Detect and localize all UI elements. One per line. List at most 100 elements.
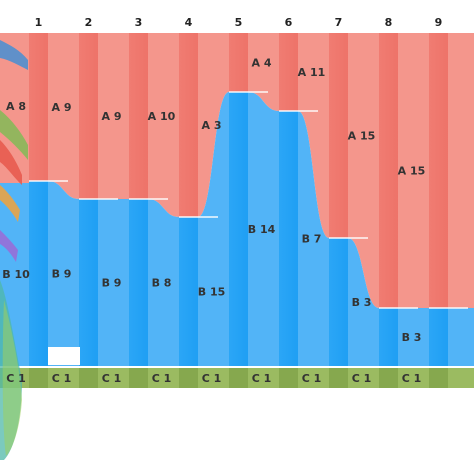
flow-a-7 bbox=[348, 33, 379, 308]
flow-c-2 bbox=[98, 368, 129, 388]
node-a-5 bbox=[229, 33, 248, 92]
flow-b-1 bbox=[48, 181, 79, 366]
flow-a-8 bbox=[398, 33, 429, 308]
segment-label-b: B 14 bbox=[248, 223, 276, 236]
category-label: 4 bbox=[185, 16, 193, 29]
flow-b-2 bbox=[98, 199, 129, 366]
gap-block bbox=[48, 347, 80, 365]
node-c-2 bbox=[79, 368, 98, 388]
category-label: 7 bbox=[335, 16, 343, 29]
segment-label-a: A 15 bbox=[348, 130, 376, 143]
node-b-4 bbox=[179, 217, 198, 366]
flow-c-8 bbox=[398, 368, 429, 388]
segment-label-b: B 9 bbox=[52, 268, 72, 281]
flow-c-7 bbox=[348, 368, 379, 388]
segment-label-a: A 10 bbox=[148, 110, 176, 123]
segment-label-b: B 7 bbox=[302, 233, 322, 246]
chart-marks bbox=[29, 91, 468, 365]
segment-label-c: C 1 bbox=[202, 372, 222, 385]
flow-a-1 bbox=[48, 33, 79, 199]
segment-label-a: A 4 bbox=[252, 57, 272, 70]
left-partial-label: C 1 bbox=[6, 372, 26, 385]
node-b-6 bbox=[279, 111, 298, 366]
flow-c-9 bbox=[448, 368, 474, 388]
node-c-9 bbox=[429, 368, 448, 388]
node-c-3 bbox=[129, 368, 148, 388]
node-a-4 bbox=[179, 33, 198, 217]
flow-b-6 bbox=[298, 111, 329, 366]
flow-b-8 bbox=[398, 308, 429, 366]
node-b-1 bbox=[29, 181, 48, 366]
segment-label-b: B 3 bbox=[352, 296, 372, 309]
node-b-9 bbox=[429, 308, 448, 366]
category-label: 2 bbox=[85, 16, 93, 29]
node-c-8 bbox=[379, 368, 398, 388]
left-edge-flows bbox=[0, 40, 28, 460]
node-b-8 bbox=[379, 308, 398, 366]
node-c-5 bbox=[229, 368, 248, 388]
node-c-4 bbox=[179, 368, 198, 388]
node-b-7 bbox=[329, 238, 348, 366]
node-b-5 bbox=[229, 92, 248, 366]
node-b-2 bbox=[79, 199, 98, 366]
segment-label-a: A 9 bbox=[102, 110, 122, 123]
segment-label-a: A 3 bbox=[202, 119, 222, 132]
flow-c-3 bbox=[148, 368, 179, 388]
node-a-2 bbox=[79, 33, 98, 199]
left-partial-label: B 10 bbox=[2, 268, 30, 281]
left-flow-blue bbox=[0, 40, 28, 70]
segment-label-a: A 15 bbox=[398, 165, 426, 178]
segment-label-c: C 1 bbox=[302, 372, 322, 385]
flow-bands bbox=[0, 33, 474, 388]
flow-c-5 bbox=[248, 368, 279, 388]
flow-a-2 bbox=[98, 33, 129, 199]
segment-label-b: B 8 bbox=[152, 277, 172, 290]
category-label: 9 bbox=[435, 16, 443, 29]
flow-b-5 bbox=[248, 92, 279, 366]
segment-label-b: B 3 bbox=[402, 331, 422, 344]
segment-label-c: C 1 bbox=[152, 372, 172, 385]
flow-b-9 bbox=[448, 308, 474, 366]
node-c-1 bbox=[29, 368, 48, 388]
node-a-9 bbox=[429, 33, 448, 308]
node-c-6 bbox=[279, 368, 298, 388]
segment-label-a: A 9 bbox=[52, 101, 72, 114]
node-b-3 bbox=[129, 199, 148, 366]
segment-label-c: C 1 bbox=[402, 372, 422, 385]
node-c-7 bbox=[329, 368, 348, 388]
chart-labels: 1 2 3 4 5 6 7 8 9 A 9 B 9 C 1 A 9 B 9 C 1 A 10 B 8 C 1 A 3… bbox=[2, 16, 442, 385]
flow-c-1 bbox=[48, 368, 79, 388]
flow-a-4 bbox=[198, 33, 229, 217]
flow-b-4 bbox=[198, 92, 229, 366]
flow-a-3 bbox=[148, 33, 179, 217]
left-partial-label: A 8 bbox=[6, 100, 26, 113]
flow-c-6 bbox=[298, 368, 329, 388]
segment-label-c: C 1 bbox=[252, 372, 272, 385]
segment-label-a: A 11 bbox=[298, 66, 326, 79]
flow-a-9 bbox=[448, 33, 474, 308]
category-label: 3 bbox=[135, 16, 143, 29]
node-a-3 bbox=[129, 33, 148, 199]
segment-label-c: C 1 bbox=[102, 372, 122, 385]
node-a-6 bbox=[279, 33, 298, 111]
left-flow-orange bbox=[0, 185, 20, 222]
node-a-7 bbox=[329, 33, 348, 238]
left-flow-purple bbox=[0, 230, 18, 262]
left-flow-red bbox=[0, 140, 22, 185]
segment-label-c: C 1 bbox=[352, 372, 372, 385]
category-label: 6 bbox=[285, 16, 293, 29]
segment-label-b: B 9 bbox=[102, 277, 122, 290]
category-label: 5 bbox=[235, 16, 243, 29]
category-label: 8 bbox=[385, 16, 393, 29]
segment-label-b: B 15 bbox=[198, 286, 226, 299]
category-label: 1 bbox=[35, 16, 43, 29]
flow-b-7 bbox=[348, 238, 379, 366]
flow-b-3 bbox=[148, 199, 179, 366]
left-flow-green bbox=[0, 110, 28, 160]
left-flow-lime bbox=[2, 300, 23, 456]
segment-label-c: C 1 bbox=[52, 372, 72, 385]
node-a-1 bbox=[29, 33, 48, 181]
node-a-8 bbox=[379, 33, 398, 308]
flow-a-6 bbox=[298, 33, 329, 238]
